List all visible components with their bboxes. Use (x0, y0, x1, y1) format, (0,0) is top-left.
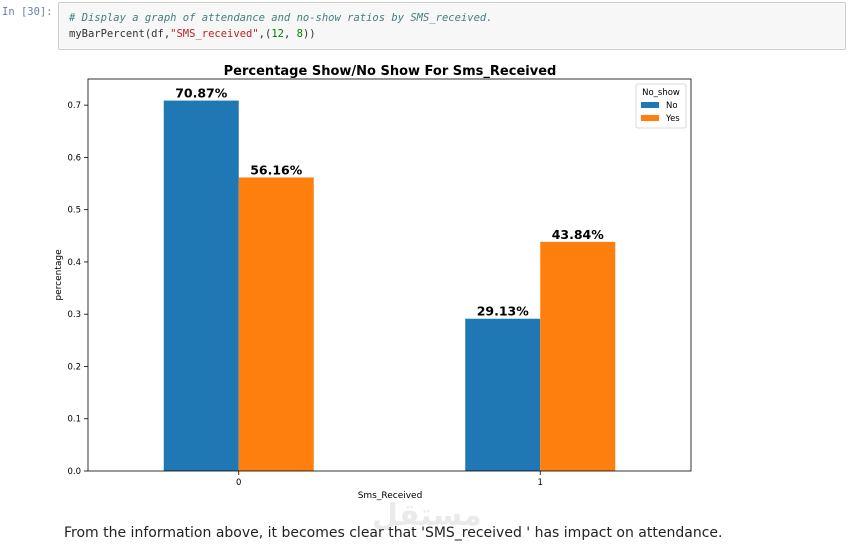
y-tick-label: 0.2 (67, 362, 81, 372)
legend-swatch-yes (641, 115, 659, 121)
bar-data-label: 43.84% (552, 227, 605, 242)
code-separator: , (283, 28, 297, 40)
code-function: myBarPercent(df, (69, 28, 171, 40)
bar-yes-0 (238, 177, 314, 471)
code-comment: # Display a graph of attendance and no-s… (69, 12, 493, 24)
cell-prompt: In [30]: (2, 6, 53, 18)
x-tick-label: 0 (236, 478, 241, 488)
legend-label-yes: Yes (665, 114, 680, 124)
chart-title: Percentage Show/No Show For Sms_Received (224, 64, 557, 79)
bar-no-1 (465, 318, 541, 471)
bar-no-0 (163, 100, 239, 472)
y-tick-label: 0.6 (67, 153, 81, 163)
code-string: "SMS_received" (170, 28, 259, 40)
conclusion-text: From the information above, it becomes c… (64, 525, 723, 541)
code-line: myBarPercent(df,"SMS_received",(12, 8)) (69, 28, 316, 40)
legend-swatch-no (641, 102, 659, 108)
y-tick-label: 0.3 (67, 310, 81, 320)
legend-title: No_show (642, 88, 680, 98)
code-close: )) (302, 28, 316, 40)
code-args-open: ,( (258, 28, 272, 40)
x-axis-label: Sms_Received (358, 491, 423, 501)
y-tick-label: 0.5 (67, 206, 81, 216)
y-tick-label: 0.7 (67, 101, 81, 111)
bar-data-label: 29.13% (477, 304, 530, 319)
x-tick-label: 1 (538, 478, 543, 488)
y-tick-label: 0.4 (67, 258, 81, 268)
y-axis-label: percentage (54, 249, 64, 301)
plot-frame (87, 78, 692, 472)
code-cell-input[interactable]: # Display a graph of attendance and no-s… (58, 2, 846, 50)
legend-label-no: No (666, 101, 678, 111)
bar-data-label: 70.87% (175, 86, 228, 101)
watermark-logo: مستقل (372, 498, 482, 533)
code-number-width: 12 (271, 28, 284, 40)
legend: No_show No Yes (635, 83, 687, 129)
bar-yes-1 (540, 241, 616, 471)
code-number-height: 8 (296, 28, 303, 40)
y-tick-label: 0.1 (67, 415, 81, 425)
bar-chart: Percentage Show/No Show For Sms_Received… (54, 64, 692, 501)
y-tick-label: 0.0 (67, 467, 81, 477)
bar-data-label: 56.16% (250, 162, 303, 177)
